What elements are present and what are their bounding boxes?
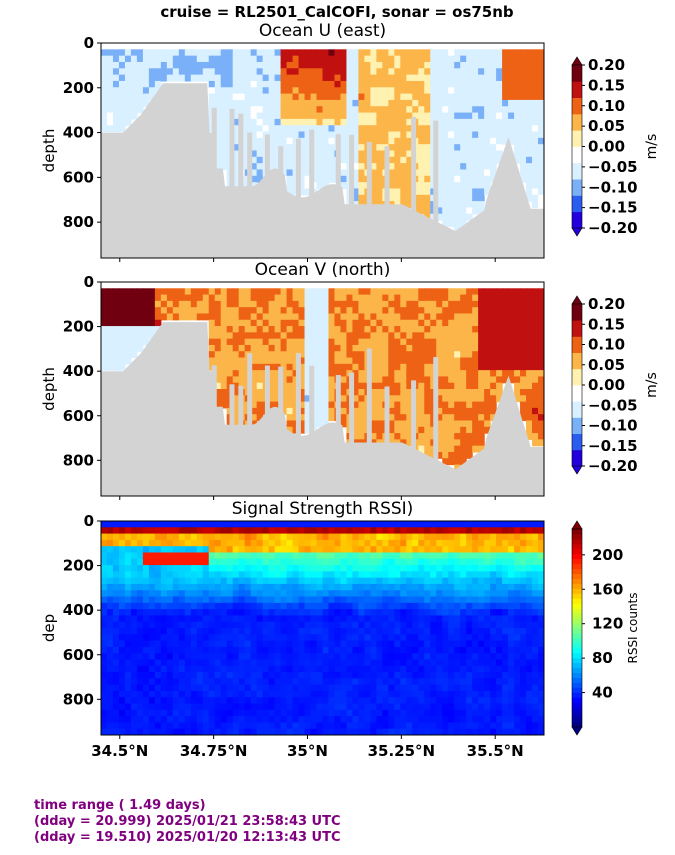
colorbar-tick-label: 120 [592,615,623,633]
y-axis-label: depth [40,129,58,173]
colorbar-tick-label: −0.05 [588,396,638,414]
panel-2: Ocean V (north) 0 200 400 600 800 depth 0.20 0.1… [40,260,660,500]
x-tick-label: 34.75°N [180,742,248,760]
axes-frame [100,281,545,497]
colorbar-label: m/s [644,372,660,398]
y-tick-label: 200 [63,318,94,336]
y-tick-label: 600 [63,407,94,425]
colorbar-tick-label: 0.05 [588,117,625,135]
axes-frame [100,42,545,259]
colorbar-tick-label: 0.15 [588,76,625,94]
colorbar-tick-label: 0.20 [588,295,625,313]
colorbar: 200 160 120 80 40 RSSI counts [571,520,640,736]
y-tick-label: 0 [84,512,94,530]
colorbar: 0.20 0.15 0.10 0.05 0.00 −0.05 −0.10 −0.15 −0.20… [571,56,660,237]
panel-title: Ocean U (east) [259,21,386,41]
colorbar-tick-label: 0.15 [588,315,625,333]
colorbar-tick-label: −0.15 [588,437,638,455]
y-tick-label: 800 [63,690,94,708]
y-axis-label: dep [40,614,58,642]
colorbar-tick-label: 0.05 [588,356,625,374]
colorbar-tick-label: 0.10 [588,336,625,354]
colorbar-tick-label: 0.20 [588,56,625,74]
colorbar-tick-label: 80 [592,649,613,667]
x-tick-label: 35.5°N [467,742,524,760]
time-range-footer: time range ( 1.49 days) (dday = 20.999) … [34,798,341,846]
colorbar-tick-label: 200 [592,546,623,564]
time-range-line: time range ( 1.49 days) [34,798,206,813]
y-tick-label: 200 [63,557,94,575]
y-tick-label: 0 [84,34,94,52]
y-tick-label: 800 [63,451,94,469]
panel-1: Ocean U (east) 0 200 400 600 800 depth 0.20 0.15… [40,21,660,262]
heatmap-field [101,282,544,496]
axes-frame [100,520,545,736]
x-tick-label: 35°N [287,742,328,760]
panel-title: Ocean V (north) [255,260,391,280]
colorbar-tick-label: −0.05 [588,158,638,176]
colorbar-label: RSSI counts [626,592,640,663]
dday-start-line: (dday = 19.510) 2025/01/20 12:13:43 UTC [34,830,341,845]
colorbar-tick-label: −0.15 [588,199,638,217]
x-tick-label: 34.5°N [91,742,148,760]
colorbar-tick-label: 160 [592,580,623,598]
y-tick-label: 600 [63,646,94,664]
colorbar-tick-label: 40 [592,684,613,702]
heatmap-field [101,521,544,735]
colorbar-tick-label: 0.00 [588,138,625,156]
y-axis-label: depth [40,367,58,411]
figure-suptitle: cruise = RL2501_CalCOFI, sonar = os75nb [160,3,514,21]
panel-3: Signal Strength RSSI) 0 200 400 600 800 dep 34.… [40,499,640,760]
colorbar-tick-label: 0.00 [588,376,625,394]
colorbar: 0.20 0.15 0.10 0.05 0.00 −0.05 −0.10 −0.15 −0.20… [571,295,660,475]
y-tick-label: 800 [63,213,94,231]
y-tick-label: 200 [63,79,94,97]
panels: Ocean U (east)0200400600800depth0.200.15… [40,21,660,760]
heatmap-field [101,43,544,258]
y-tick-label: 600 [63,168,94,186]
x-tick-label: 35.25°N [368,742,436,760]
colorbar-tick-label: −0.20 [588,457,638,475]
colorbar-tick-label: 0.10 [588,97,625,115]
y-tick-label: 400 [63,124,94,142]
colorbar-tick-label: −0.10 [588,178,638,196]
colorbar-tick-label: −0.20 [588,219,638,237]
colorbar-tick-label: −0.10 [588,417,638,435]
panel-title: Signal Strength RSSI) [232,499,414,519]
dday-end-line: (dday = 20.999) 2025/01/21 23:58:43 UTC [34,814,341,829]
colorbar-label: m/s [644,134,660,160]
y-tick-label: 0 [84,273,94,291]
y-tick-label: 400 [63,601,94,619]
y-tick-label: 400 [63,362,94,380]
